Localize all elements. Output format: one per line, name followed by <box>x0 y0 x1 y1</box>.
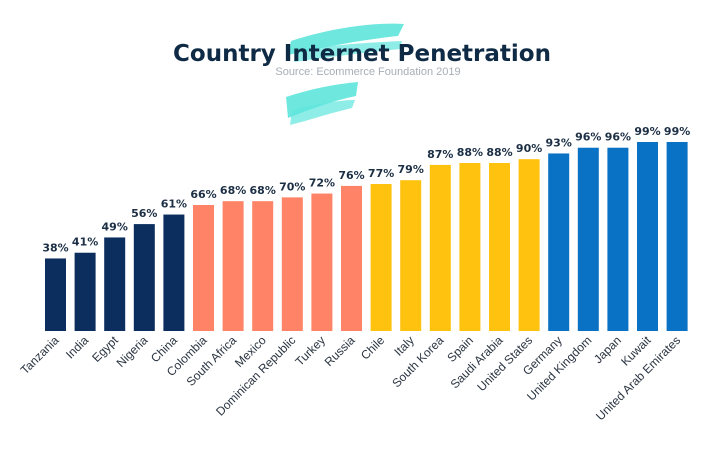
bar-japan <box>607 147 629 331</box>
category-label-india: India <box>63 333 92 362</box>
bar-egypt <box>104 237 126 331</box>
bars-group <box>45 142 688 331</box>
bar-india <box>74 252 96 331</box>
value-label-united-arab-emirates: 99% <box>664 125 690 138</box>
category-label-japan: Japan <box>591 333 624 366</box>
category-label-turkey: Turkey <box>293 333 329 369</box>
bar-mexico <box>252 201 274 331</box>
category-labels-group: Tanzania IndiaEgyptNigeriaChinaColombiaSo… <box>18 333 683 424</box>
value-label-russia: 76% <box>338 169 364 182</box>
bar-united-states <box>518 159 540 331</box>
value-label-chile: 77% <box>368 167 394 180</box>
category-label-nigeria: Nigeria <box>114 333 151 370</box>
value-label-egypt: 49% <box>102 220 128 233</box>
value-label-tanzania: 38% <box>42 241 68 254</box>
value-label-united-kingdom: 96% <box>575 131 601 144</box>
value-label-saudi-arabia: 88% <box>486 146 512 159</box>
bar-turkey <box>311 193 333 331</box>
category-label-italy: Italy <box>391 333 416 358</box>
bar-china <box>163 214 185 331</box>
value-label-spain: 88% <box>457 146 483 159</box>
value-label-colombia: 66% <box>190 188 216 201</box>
value-labels-group: 38% 41%49%56%61%66% 68% 68% 70% 72%76% 77% 79%8… <box>42 125 690 254</box>
value-label-germany: 93% <box>546 136 572 149</box>
value-label-india: 41% <box>72 236 98 249</box>
bar-italy <box>400 180 422 331</box>
value-label-united-states: 90% <box>516 142 542 155</box>
chart-subtitle: Source: Ecommerce Foundation 2019 <box>275 66 460 78</box>
value-label-south-africa: 68% <box>220 184 246 197</box>
value-label-nigeria: 56% <box>131 207 157 220</box>
bar-chile <box>370 184 392 331</box>
bar-south-korea <box>429 164 451 331</box>
bar-saudi-arabia <box>489 163 510 331</box>
value-label-china: 61% <box>161 198 187 211</box>
bar-nigeria <box>133 224 155 331</box>
bar-spain <box>459 163 481 331</box>
value-label-kuwait: 99% <box>634 125 660 138</box>
bar-dominican-republic <box>281 197 303 331</box>
value-label-south-korea: 87% <box>427 148 453 161</box>
bar-united-kingdom <box>577 147 599 331</box>
bar-russia <box>341 185 362 331</box>
value-label-dominican-republic: 70% <box>279 180 305 193</box>
bar-kuwait <box>637 142 658 331</box>
category-label-chile: Chile <box>358 333 387 362</box>
category-label-tanzania: Tanzania <box>18 333 62 377</box>
bar-colombia <box>193 205 214 331</box>
bar-south-africa <box>222 201 244 331</box>
value-label-italy: 79% <box>398 163 424 176</box>
bar-united-arab-emirates <box>666 142 688 331</box>
category-label-russia: Russia <box>322 333 358 369</box>
bar-tanzania <box>45 258 66 331</box>
chart-title: Country Internet Penetration <box>173 41 551 67</box>
title-brush-decoration <box>286 23 404 125</box>
value-label-japan: 96% <box>605 131 631 144</box>
bar-germany <box>548 153 570 331</box>
value-label-turkey: 72% <box>309 177 335 190</box>
value-label-mexico: 68% <box>250 184 276 197</box>
